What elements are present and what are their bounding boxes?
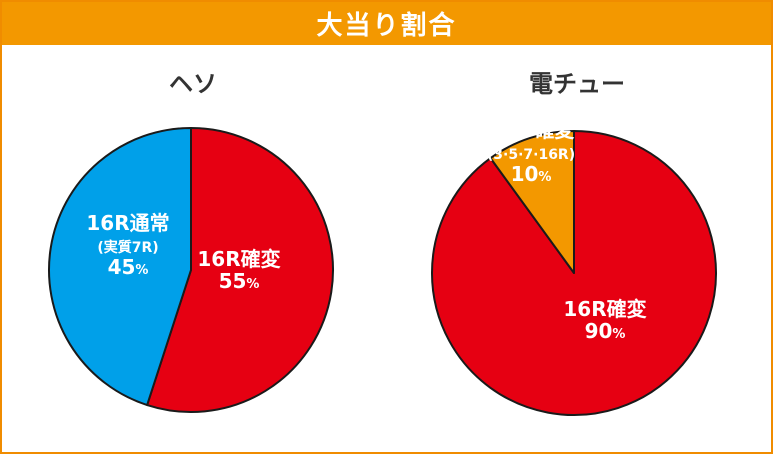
slice-label: 16R確変 <box>563 297 646 321</box>
slice-sublabel: (3·5·7·16R) <box>487 147 575 163</box>
header-title: 大当り割合 <box>2 2 771 45</box>
slice-sublabel: (実質7R) <box>97 239 158 256</box>
slice-value: 55% <box>219 269 260 293</box>
slice-label: RUB確変 <box>488 118 575 142</box>
slice-value: 90% <box>585 319 626 343</box>
slice-label: 16R通常 <box>86 211 169 235</box>
pie-slice <box>146 127 334 413</box>
pie-slice <box>489 130 575 274</box>
slice-value: 10% <box>511 162 552 186</box>
slice-label: 16R確変 <box>197 247 280 271</box>
chart-title-heso: ヘソ <box>169 70 217 98</box>
pie-slice <box>48 127 192 407</box>
slice-value: 45% <box>108 255 149 279</box>
chart-title-denchu: 電チュー <box>529 70 625 98</box>
